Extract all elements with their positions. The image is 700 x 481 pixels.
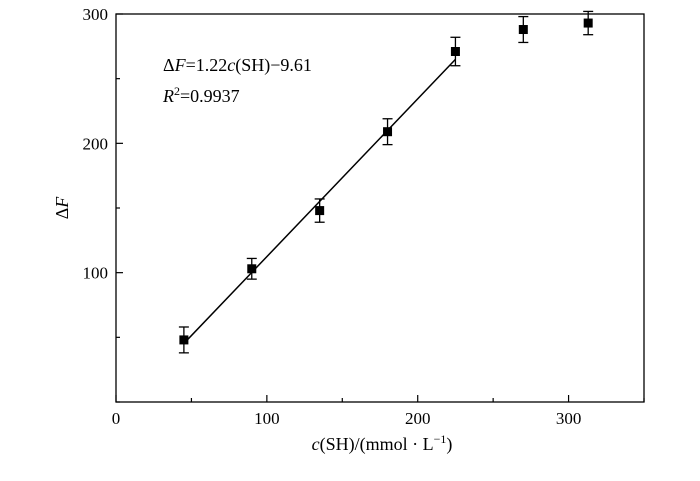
data-point	[382, 118, 393, 146]
y-axis-title: ΔF	[52, 196, 72, 220]
data-marker	[583, 18, 593, 28]
data-marker	[179, 335, 189, 345]
data-point	[583, 10, 594, 36]
ticks	[115, 13, 645, 403]
x-tick-label: 100	[254, 409, 280, 428]
y-tick-label: 200	[83, 134, 109, 153]
equation-annotation: ΔF=1.22c(SH)−9.61	[163, 55, 312, 76]
y-tick-label: 100	[83, 264, 109, 283]
data-points	[178, 10, 594, 354]
data-marker	[518, 25, 528, 35]
data-point	[314, 198, 325, 223]
x-tick-label: 300	[556, 409, 582, 428]
data-marker	[315, 206, 325, 216]
data-point	[518, 15, 529, 44]
data-point	[450, 36, 461, 67]
x-tick-label: 0	[112, 409, 121, 428]
data-point	[246, 257, 257, 280]
y-tick-label: 300	[83, 5, 109, 24]
data-marker	[450, 47, 460, 57]
r2-annotation: R2=0.9937	[162, 84, 240, 106]
x-axis-title: c(SH)/(mmol · L−1)	[312, 432, 453, 455]
data-marker	[247, 264, 257, 274]
data-marker	[383, 127, 393, 137]
tick-labels: 0 100 200 300 100 200 300	[83, 5, 582, 428]
data-point	[178, 326, 189, 354]
x-tick-label: 200	[405, 409, 431, 428]
